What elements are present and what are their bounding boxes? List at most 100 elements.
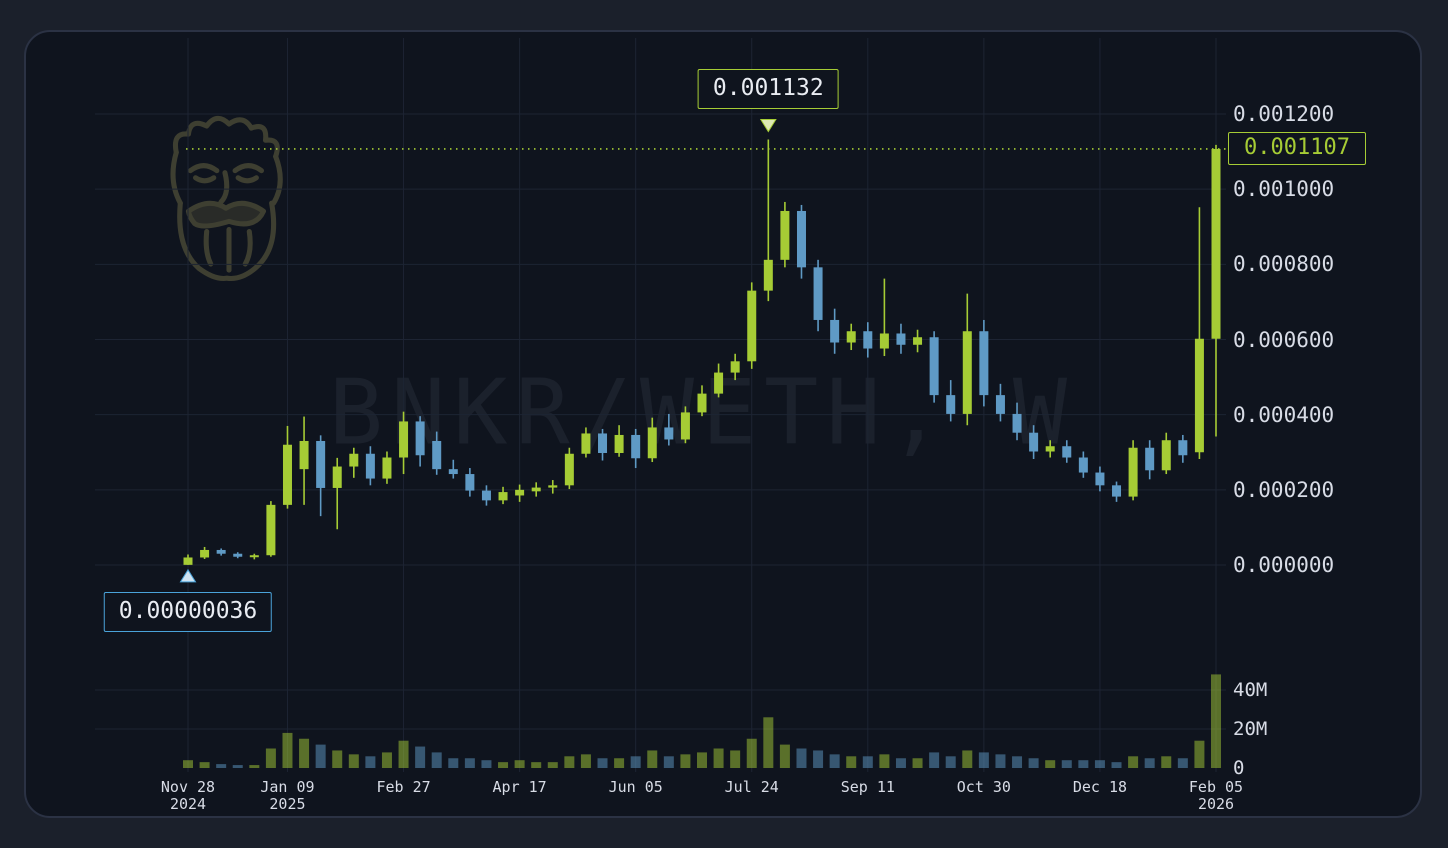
volume-bar	[978, 752, 989, 768]
candle-body	[1178, 440, 1188, 456]
volume-bar	[315, 744, 326, 768]
candle-body	[498, 492, 508, 501]
volume-bar	[779, 744, 790, 768]
volume-bar	[1061, 760, 1072, 768]
volume-bar	[862, 756, 873, 768]
candle-body	[183, 557, 193, 565]
mascot-left-eye	[192, 175, 217, 184]
volume-bar	[1045, 760, 1056, 768]
volume-bar	[1028, 758, 1039, 768]
mascot-nose	[218, 170, 230, 205]
volume-bar	[929, 752, 940, 768]
volume-bar	[1144, 758, 1155, 768]
candle-body	[332, 466, 342, 488]
volume-bar	[282, 732, 293, 768]
candle-body	[481, 490, 491, 501]
candle-body	[282, 444, 292, 505]
candle-body	[896, 333, 906, 345]
chart-panel	[24, 30, 1422, 818]
candle-body	[879, 333, 889, 349]
symbol-watermark: BNKR/WETH, W	[328, 360, 1076, 466]
volume-bar	[381, 752, 392, 768]
candle-body	[1128, 447, 1138, 497]
volume-bar	[647, 750, 658, 768]
volume-bar	[199, 762, 210, 768]
volume-bar	[464, 758, 475, 768]
last-price-tag: 0.001107	[1228, 131, 1366, 165]
volume-bar	[183, 760, 193, 768]
volume-bar	[481, 760, 492, 768]
candle-body	[1211, 148, 1221, 339]
volume-bar	[564, 756, 575, 768]
volume-bar	[431, 752, 442, 768]
candle-body	[664, 427, 674, 440]
volume-bar	[580, 754, 591, 768]
candle-body	[382, 457, 392, 479]
volume-bar	[1111, 762, 1122, 768]
volume-bar	[697, 752, 707, 768]
candle-body	[299, 440, 309, 470]
candle-body	[465, 474, 475, 491]
high-marker-triangle-icon	[759, 119, 777, 133]
candle-body	[647, 427, 657, 459]
mascot-left-eyebrow	[187, 163, 220, 174]
mascot-mustache	[185, 200, 267, 229]
candle-body	[979, 331, 989, 396]
candle-body	[714, 372, 724, 394]
volume-bar	[763, 717, 774, 768]
candle-body	[1145, 447, 1155, 471]
volume-bar	[962, 750, 973, 768]
volume-bar	[547, 762, 558, 768]
candle-body	[730, 361, 740, 373]
volume-bar	[332, 750, 343, 768]
candle-body	[680, 412, 690, 440]
volume-bar	[1194, 740, 1205, 768]
mascot-beard-strand-left	[203, 228, 214, 267]
candle-body	[233, 553, 243, 557]
candle-body	[1078, 457, 1088, 473]
volume-bar	[1078, 760, 1089, 768]
candle-body	[365, 453, 375, 479]
volume-bar	[514, 760, 525, 768]
volume-bar	[813, 750, 824, 768]
mascot-beard-strand-right	[242, 228, 253, 267]
high-price-callout: 0.001132	[697, 69, 839, 109]
candle-body	[929, 337, 939, 396]
candle-body	[614, 434, 624, 454]
volume-bar	[895, 758, 906, 768]
last-price-label: 0.001107	[1244, 134, 1350, 160]
volume-bar	[415, 746, 426, 768]
candle-body	[581, 433, 591, 454]
candle-body	[564, 453, 574, 486]
candle-body	[763, 259, 773, 291]
candle-body	[316, 440, 326, 488]
candle-body	[515, 489, 525, 496]
candle-body	[216, 549, 226, 554]
candle-body	[813, 267, 823, 320]
low-marker-triangle-icon	[179, 568, 197, 583]
volume-bar	[680, 754, 691, 768]
volume-bar	[1012, 756, 1023, 768]
volume-bar	[232, 765, 243, 768]
volume-bar	[448, 758, 459, 768]
candle-body	[415, 421, 425, 456]
candle-body	[598, 433, 608, 454]
volume-bar	[846, 756, 857, 768]
candle-body	[697, 393, 707, 413]
volume-bar	[265, 748, 276, 768]
candle-body	[1062, 446, 1072, 458]
candle-body	[448, 469, 458, 475]
candle-body	[349, 453, 359, 467]
volume-bar	[663, 756, 674, 768]
volume-bar	[398, 740, 409, 768]
volume-bar	[630, 756, 641, 768]
candle-body	[432, 440, 442, 470]
volume-bar	[746, 738, 757, 768]
candle-body	[266, 504, 276, 556]
volume-bar	[249, 765, 260, 768]
candle-body	[863, 331, 873, 349]
candle-body	[631, 434, 641, 459]
volume-bar	[995, 754, 1006, 768]
volume-bar	[879, 754, 890, 768]
